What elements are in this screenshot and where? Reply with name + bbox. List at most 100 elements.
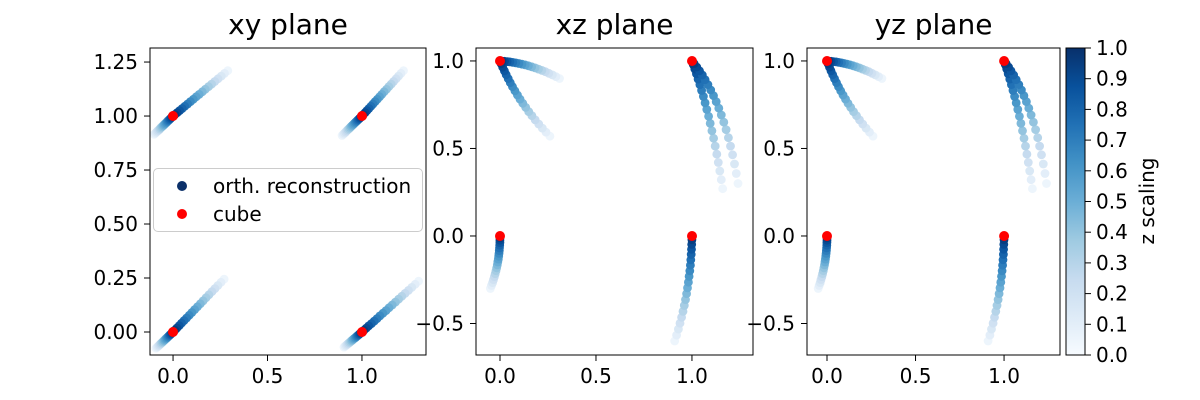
scatter-point (1031, 125, 1040, 135)
y-axis-ticks: −0.5 0.0 0.5 1.0 (415, 49, 476, 335)
legend-item-label: orth. reconstruction (213, 174, 412, 199)
y-tick-label: −0.5 (415, 311, 464, 335)
legend-item-cube: cube (177, 204, 422, 224)
panel-yz: 0.0 0.5 1.0 −0.5 0.0 0.5 1.0 (746, 47, 1061, 388)
colorbar-tick-label: 1.0 (1096, 36, 1128, 60)
colorbar-tick-label: 0.4 (1096, 220, 1128, 244)
scatter-point (1019, 133, 1029, 143)
y-tick-label: −0.5 (746, 311, 795, 335)
cube-point (168, 327, 178, 337)
colorbar-axis-label: z scaling (1135, 157, 1159, 245)
y-tick-label: 0.0 (763, 224, 795, 248)
scatter-point (1018, 126, 1027, 136)
x-tick-label: 0.0 (811, 364, 843, 388)
colorbar-tick-label: 0.2 (1096, 282, 1128, 306)
y-tick-label: 1.00 (93, 104, 138, 128)
x-tick-label: 1.0 (676, 364, 708, 388)
scatter-point (702, 105, 712, 114)
scatter-trails (813, 56, 1051, 346)
colorbar-tick-label: 0.0 (1096, 343, 1128, 367)
x-tick-label: 0.5 (252, 364, 284, 388)
scatter-point (1035, 141, 1044, 151)
legend: orth. reconstruction cube (153, 168, 423, 232)
scatter-point (1033, 133, 1043, 143)
y-tick-label: 0.5 (432, 136, 464, 160)
colorbar-tick-label: 0.7 (1096, 128, 1128, 152)
cube-point (357, 111, 367, 121)
scatter-point (716, 175, 726, 185)
scatter-point (730, 159, 739, 169)
x-tick-label: 0.5 (580, 364, 612, 388)
colorbar-tick-label: 0.8 (1096, 97, 1128, 121)
scatter-point (715, 166, 725, 176)
cube-point (687, 231, 697, 241)
cube-point (999, 56, 1010, 66)
colorbar-gradient (1066, 48, 1085, 355)
panel-xy: 0.0 0.5 1.0 0.00 0.25 0.50 0.75 1.00 1.25 (93, 47, 427, 388)
x-tick-label: 0.0 (157, 364, 189, 388)
x-tick-label: 1.0 (988, 364, 1020, 388)
panel-xz: 0.0 0.5 1.0 −0.5 0.0 0.5 1.0 (415, 47, 754, 388)
scatter-point (718, 184, 728, 194)
cube-point (822, 56, 832, 66)
scatter-point (713, 158, 723, 167)
scatter-point (731, 169, 741, 178)
scatter-point (1021, 141, 1030, 151)
scatter-point (1029, 117, 1038, 127)
colorbar: 0.0 0.1 0.2 0.3 0.4 0.5 0.6 0.7 0.8 0.9 1.0 (1065, 36, 1128, 367)
cube-point (168, 111, 178, 121)
colorbar-tick-label: 0.3 (1096, 251, 1128, 275)
scatter-point (1022, 149, 1032, 159)
scatter-point (1026, 175, 1036, 185)
scatter-point (1038, 159, 1048, 169)
cube-points (168, 111, 367, 337)
scatter-point (721, 125, 731, 135)
scatter-point (719, 117, 729, 127)
colorbar-tick-label: 0.9 (1096, 67, 1128, 91)
panel-title-yz: yz plane (874, 8, 993, 41)
y-tick-label: 0.0 (432, 224, 464, 248)
x-axis-ticks: 0.0 0.5 1.0 (484, 355, 708, 388)
y-tick-label: 0.50 (93, 212, 138, 236)
scatter-point (716, 110, 726, 120)
cube-point (999, 231, 1010, 241)
x-tick-label: 0.5 (900, 364, 932, 388)
scatter-point (704, 111, 713, 121)
y-axis-ticks: 0.00 0.25 0.50 0.75 1.00 1.25 (93, 50, 150, 344)
y-tick-label: 1.0 (763, 49, 795, 73)
legend-item-label: cube (213, 201, 262, 226)
axis-frame (149, 47, 427, 356)
scatter-point (1042, 179, 1051, 188)
cube-points (822, 56, 1010, 241)
scatter-point (710, 141, 720, 151)
axis-frame (806, 47, 1061, 356)
y-tick-label: 1.0 (432, 49, 464, 73)
y-tick-label: 0.00 (93, 320, 138, 344)
scatter-trails (486, 56, 743, 346)
scatter-point (709, 133, 718, 143)
scatter-point (728, 150, 737, 160)
cube-point (495, 56, 505, 66)
panel-title-xy: xy plane (228, 8, 348, 41)
scatter-point (1040, 169, 1050, 178)
scatter-point (733, 179, 743, 188)
x-tick-label: 0.0 (484, 364, 516, 388)
colorbar-tick-label: 0.5 (1096, 190, 1128, 214)
colorbar-tick-label: 0.1 (1096, 312, 1128, 336)
scatter-point (726, 141, 735, 151)
x-axis-ticks: 0.0 0.5 1.0 (811, 355, 1020, 388)
cube-points (495, 56, 697, 241)
scatter-point (1013, 105, 1023, 114)
scatter-point (1016, 119, 1026, 128)
legend-marker-orth-icon (177, 181, 187, 192)
cube-point (687, 56, 697, 66)
scatter-point (1028, 184, 1037, 194)
legend-item-orth-reconstruction: orth. reconstruction (177, 176, 422, 196)
scatter-point (1025, 166, 1035, 176)
scatter-point (1037, 150, 1046, 160)
cube-point (822, 231, 832, 241)
scatter-point (1026, 110, 1036, 120)
cube-point (357, 327, 367, 337)
